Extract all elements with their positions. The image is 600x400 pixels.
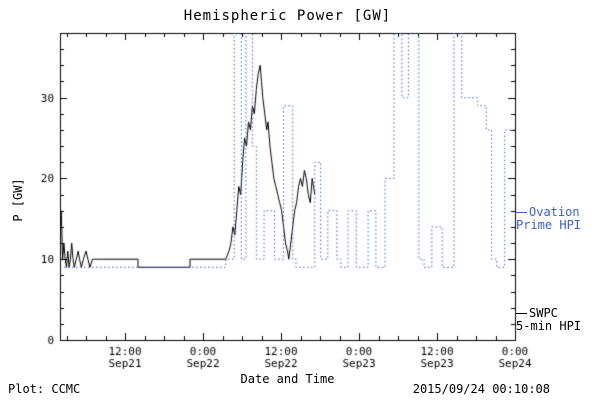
- legend-swpc-line1: SWPC: [529, 306, 558, 320]
- legend-ovation-line1: Ovation: [529, 205, 580, 219]
- legend-swpc: SWPC 5-min HPI: [516, 307, 581, 333]
- legend-ovation-line2: Prime HPI: [516, 218, 582, 232]
- x-axis-label: Date and Time: [240, 372, 335, 386]
- footer-plot-source: Plot: CCMC: [8, 382, 81, 396]
- y-axis-label: P [GW]: [11, 178, 25, 222]
- ovation-line-sample-icon: [516, 212, 527, 213]
- legend-swpc-line2: 5-min HPI: [516, 319, 582, 333]
- plot-title: Hemispheric Power [GW]: [183, 8, 392, 24]
- legend-ovation: Ovation Prime HPI: [516, 206, 581, 232]
- swpc-line-sample-icon: [516, 313, 527, 314]
- footer-timestamp: 2015/09/24 00:10:08: [412, 382, 550, 396]
